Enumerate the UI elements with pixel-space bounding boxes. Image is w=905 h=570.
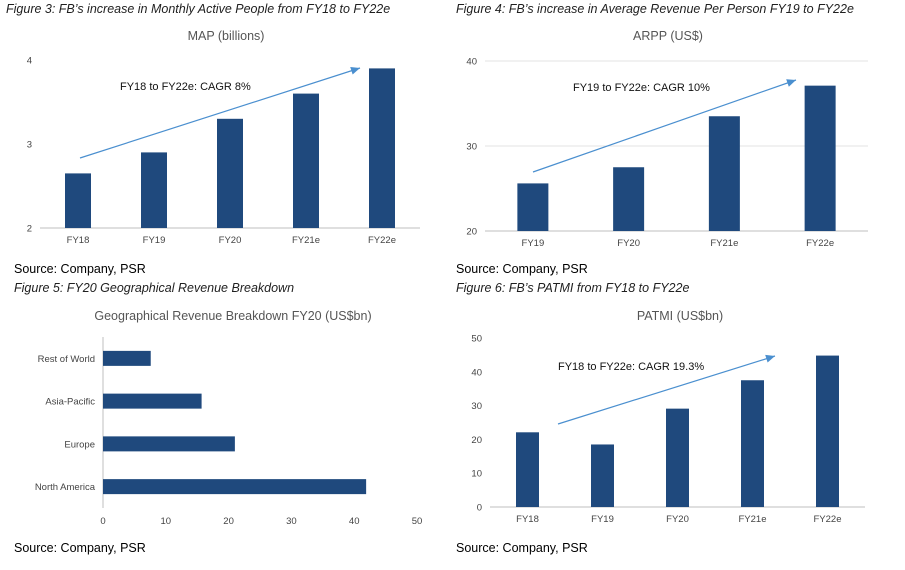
- geo-bar: [103, 436, 235, 452]
- geo-xtick-label: 20: [223, 516, 234, 527]
- chart-geo-svg: Geographical Revenue Breakdown FY20 (US$…: [35, 309, 423, 527]
- map-bar: [141, 152, 167, 228]
- chart-arpp-svg: ARPP (US$) 20 30 40 FY19 FY20 FY21e FY22e FY19 t…: [466, 29, 868, 249]
- patmi-xtick-label: FY18: [516, 514, 539, 525]
- map-bar: [65, 173, 91, 228]
- map-trend-arrow: [79, 67, 361, 159]
- geo-xtick-label: 30: [286, 516, 297, 527]
- patmi-bar: [516, 432, 539, 507]
- patmi-bar: [666, 408, 689, 507]
- geo-ytick-label: Rest of World: [38, 354, 95, 365]
- map-title: MAP (billions): [188, 29, 265, 43]
- patmi-trend-arrowhead: [765, 354, 775, 363]
- patmi-xtick-label: FY20: [666, 514, 689, 525]
- patmi-xtick-label: FY19: [591, 514, 614, 525]
- arpp-xtick-label: FY21e: [710, 238, 738, 249]
- patmi-ytick-label: 50: [471, 334, 482, 345]
- figure-4-caption: Figure 4: FB’s increase in Average Reven…: [456, 2, 854, 16]
- geo-bar: [103, 350, 151, 366]
- chart-geo: Geographical Revenue Breakdown FY20 (US$…: [0, 0, 450, 570]
- patmi-xtick-label: FY22e: [814, 514, 842, 525]
- geo-bar: [103, 393, 202, 409]
- arpp-bar: [708, 116, 740, 231]
- geo-xtick-label: 10: [161, 516, 172, 527]
- arpp-trend-arrowhead: [786, 79, 796, 87]
- map-xtick-label: FY21e: [292, 235, 320, 246]
- geo-xtick-label: 40: [349, 516, 360, 527]
- patmi-bar: [741, 380, 764, 507]
- arpp-bar: [517, 183, 549, 231]
- arpp-cagr-annotation: FY19 to FY22e: CAGR 10%: [573, 82, 710, 94]
- patmi-ytick-label: 20: [471, 435, 482, 446]
- patmi-cagr-annotation: FY18 to FY22e: CAGR 19.3%: [558, 361, 704, 373]
- patmi-bar: [591, 444, 614, 507]
- arpp-ytick-label: 40: [466, 57, 477, 68]
- arpp-trend-arrow: [532, 79, 797, 173]
- map-bar: [217, 118, 243, 228]
- arpp-bar: [613, 167, 645, 231]
- geo-xtick-label: 50: [412, 516, 423, 527]
- geo-ytick-label: Asia-Pacific: [45, 397, 95, 408]
- map-xtick-label: FY22e: [368, 235, 396, 246]
- map-trend-arrowhead: [350, 66, 360, 75]
- geo-ytick-label: Europe: [64, 439, 95, 450]
- patmi-ytick-label: 0: [477, 503, 482, 514]
- chart-arpp: ARPP (US$) 20 30 40 FY19 FY20 FY21e FY22e FY19 t…: [0, 0, 905, 280]
- arpp-xtick-label: FY22e: [806, 238, 834, 249]
- figure-3-caption: Figure 3: FB’s increase in Monthly Activ…: [6, 2, 391, 16]
- arpp-ytick-label: 20: [466, 227, 477, 238]
- arpp-xtick-label: FY20: [617, 238, 640, 249]
- figure-4-source: Source: Company, PSR: [456, 262, 588, 276]
- map-ytick-label: 2: [27, 224, 32, 235]
- figure-5-caption: Figure 5: FY20 Geographical Revenue Brea…: [14, 281, 295, 295]
- patmi-bar: [816, 355, 839, 507]
- map-bar: [293, 93, 319, 228]
- map-ytick-label: 3: [27, 140, 32, 151]
- arpp-bar: [804, 85, 836, 232]
- arpp-ytick-label: 30: [466, 142, 477, 153]
- geo-xtick-label: 0: [100, 516, 105, 527]
- map-cagr-annotation: FY18 to FY22e: CAGR 8%: [120, 81, 251, 93]
- patmi-trend-arrow: [557, 355, 776, 425]
- map-bar: [369, 68, 395, 229]
- map-xtick-label: FY18: [67, 235, 90, 246]
- patmi-ytick-label: 30: [471, 401, 482, 412]
- geo-bar: [103, 479, 367, 495]
- arpp-xtick-label: FY19: [522, 238, 545, 249]
- patmi-xtick-label: FY21e: [739, 514, 767, 525]
- figure-5-source: Source: Company, PSR: [14, 541, 146, 555]
- map-xtick-label: FY19: [143, 235, 166, 246]
- geo-title: Geographical Revenue Breakdown FY20 (US$…: [94, 309, 371, 323]
- patmi-title: PATMI (US$bn): [637, 309, 723, 323]
- arpp-title: ARPP (US$): [633, 29, 703, 43]
- chart-map-svg: MAP (billions) 2 3 4 FY18 FY19 FY20 FY21e FY22e F…: [27, 29, 420, 246]
- figure-6-caption: Figure 6: FB’s PATMI from FY18 to FY22e: [456, 281, 690, 295]
- map-xtick-label: FY20: [219, 235, 242, 246]
- chart-map: MAP (billions) 2 3 4 FY18 FY19 FY20 FY21e FY22e F…: [0, 0, 450, 280]
- patmi-ytick-label: 10: [471, 469, 482, 480]
- map-ytick-label: 4: [27, 56, 32, 67]
- geo-ytick-label: North America: [35, 482, 96, 493]
- figure-6-source: Source: Company, PSR: [456, 541, 588, 555]
- patmi-ytick-label: 40: [471, 367, 482, 378]
- figure-3-source: Source: Company, PSR: [14, 262, 146, 276]
